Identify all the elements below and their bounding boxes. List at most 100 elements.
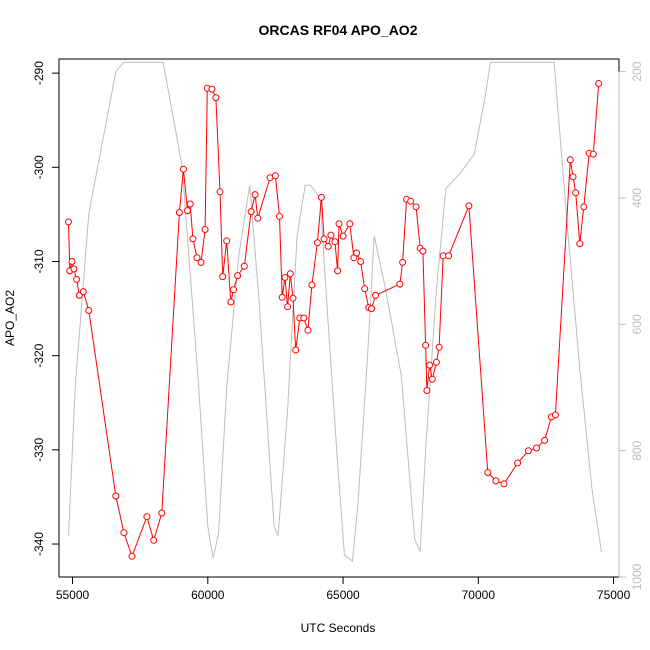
y-tick-label: -340 [32,532,46,556]
apo-point [234,272,242,280]
apo-point [230,286,237,294]
apo-point [223,237,231,245]
apo-point [193,254,201,262]
apo-point [208,85,216,93]
apo-point [300,314,308,322]
apo-point [292,346,300,354]
apo-point [278,293,286,301]
apo-point [281,274,289,281]
y-tick-label: -310 [32,249,46,273]
apo-point [339,232,347,240]
apo-point [68,258,76,265]
apo-series [65,80,603,560]
apo-point [399,258,407,266]
y2-tick-label: 600 [630,314,644,334]
apo-point [308,281,316,289]
apo-point [419,247,427,255]
apo-point [158,509,166,517]
apo-point [175,209,183,216]
apo-point [580,203,588,211]
apo-point [216,188,224,196]
y2-tick-label: 400 [630,188,644,208]
apo-point [595,80,603,87]
apo-point [426,361,434,369]
apo-point [143,513,151,521]
apo-point [184,207,191,215]
apo-point [70,265,78,273]
apo-point [576,240,584,248]
apo-point [589,150,597,158]
apo-point [524,447,532,455]
apo-point [566,156,574,164]
apo-point [331,238,339,246]
y-tick-label: -300 [32,155,46,179]
apo-point [428,375,436,383]
apo-point [73,275,81,283]
apo-point [361,285,369,293]
apo-point [541,436,549,444]
x-tick-label: 75000 [597,588,631,602]
apo-point [251,191,259,199]
plot-frame [58,58,620,578]
apo-point [254,214,262,222]
apo-point [465,202,473,210]
apo-point [201,226,209,233]
apo-point [533,444,540,452]
apo-point [197,258,205,266]
apo-point [445,252,453,260]
y2-axis: 200 400 600 800 1000 [618,61,644,590]
apo-point [313,239,321,247]
apo-point [346,220,354,228]
apo-point [271,172,279,180]
apo-line [68,83,600,558]
apo-point [247,208,255,216]
apo-point [327,231,335,239]
apo-point [120,529,128,537]
x-tick-label: 65000 [326,588,360,602]
apo-point [304,326,312,334]
apo-point [335,220,343,228]
apo-point [372,291,379,299]
y2-tick-label: 1000 [630,563,644,590]
apo-point [492,477,500,485]
apo-point [423,387,431,394]
apo-point [368,305,375,313]
apo-point [240,262,248,270]
x-tick-label: 70000 [462,588,496,602]
apo-point [276,212,283,220]
apo-point [128,552,136,560]
apo-point [407,197,415,205]
apo-point [357,258,365,265]
pressure-line [68,61,602,563]
y-tick-label: -320 [32,343,46,367]
apo-point [189,235,197,243]
apo-point [320,235,328,243]
y-tick-label: -290 [32,61,46,85]
apo-point [514,459,522,467]
apo-point [186,200,194,208]
apo-point [324,242,332,250]
apo-point [79,288,87,296]
apo-point [484,469,492,476]
apo-point [289,294,297,302]
apo-point [551,411,559,419]
apo-point [334,267,342,275]
x-axis-label: UTC Seconds [301,621,376,635]
apo-point [500,480,508,488]
apo-point [85,307,93,314]
y-axis: -340 -330 -320 -310 -300 -290 [32,61,60,556]
apo-point [353,249,361,257]
apo-point [422,341,430,349]
apo-point [150,536,158,544]
y-tick-label: -330 [32,438,46,462]
apo-point [212,94,220,102]
x-tick-label: 55000 [56,588,90,602]
x-axis: 55000 60000 65000 70000 75000 [56,576,631,602]
apo-point [284,303,292,311]
y-axis-label: APO_AO2 [3,290,17,346]
pressure-series [68,61,602,563]
apo-point [112,492,120,500]
chart-title: ORCAS RF04 APO_AO2 [259,22,418,38]
apo-point [227,298,235,306]
